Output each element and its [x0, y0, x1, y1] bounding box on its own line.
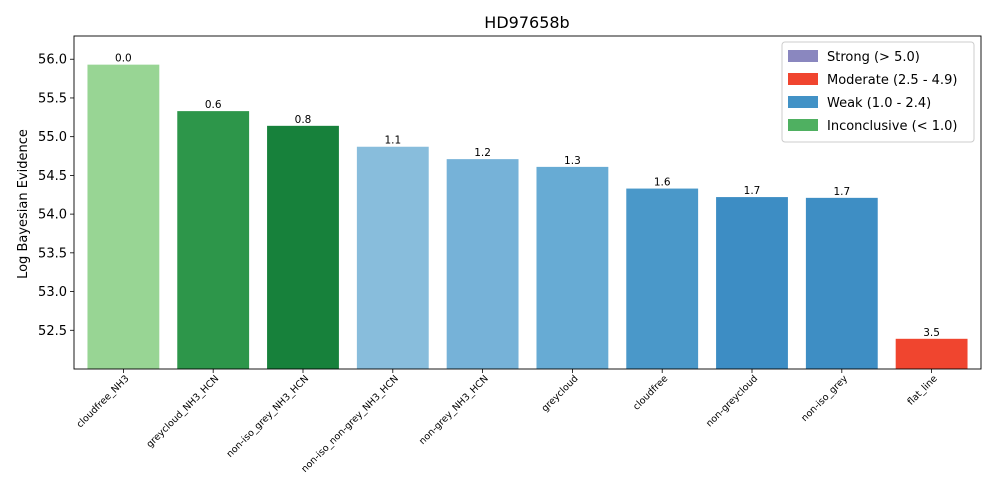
y-tick-label: 56.0 — [38, 53, 67, 68]
x-tick-label: non-iso_grey — [799, 373, 850, 424]
bar-cloudfree_NH3 — [87, 64, 160, 370]
bar-non-iso_non-grey_NH3_HCN — [356, 146, 429, 369]
x-tick-label: non-grey_NH3_HCN — [417, 373, 491, 447]
y-tick-label: 53.0 — [38, 285, 67, 300]
bar-value-label: 1.7 — [744, 185, 761, 197]
bar-value-label: 0.6 — [205, 99, 222, 111]
legend-label: Weak (1.0 - 2.4) — [827, 96, 931, 111]
bar-non-greycloud — [716, 197, 788, 369]
legend-label: Inconclusive (< 1.0) — [827, 119, 957, 134]
legend-box — [781, 41, 975, 143]
x-tick-label: cloudfree_NH3 — [75, 373, 132, 430]
bar-non-grey_NH3_HCN — [446, 159, 519, 369]
y-tick-label: 54.0 — [38, 208, 67, 223]
x-tick-label: flat_line — [905, 373, 939, 407]
legend-label: Strong (> 5.0) — [827, 50, 920, 65]
legend-swatch — [788, 96, 818, 108]
bar-value-label: 1.7 — [833, 186, 850, 198]
x-tick-label: non-greycloud — [704, 373, 760, 429]
x-tick-label: non-iso_grey_NH3_HCN — [225, 373, 311, 459]
x-tick-label: greycloud_NH3_HCN — [145, 373, 222, 450]
legend-swatch — [788, 73, 818, 85]
bar-greycloud — [536, 166, 609, 369]
axes-frame — [73, 35, 982, 370]
bar-non-iso_grey_NH3_HCN — [267, 125, 339, 369]
bar-value-label: 0.8 — [295, 114, 312, 126]
bar-greycloud_NH3_HCN — [177, 111, 250, 370]
y-axis-label: Log Bayesian Evidence — [16, 129, 31, 279]
x-tick-label: cloudfree — [631, 373, 670, 412]
y-tick-label: 55.5 — [38, 91, 67, 106]
chart-title: HD97658b — [484, 13, 569, 32]
bar-value-label: 1.6 — [654, 177, 671, 189]
bar-value-label: 1.2 — [474, 147, 491, 159]
legend-label: Moderate (2.5 - 4.9) — [827, 73, 957, 88]
x-tick-label: greycloud — [540, 373, 581, 414]
bar-value-label: 0.0 — [115, 53, 132, 65]
bar-value-label: 1.1 — [384, 135, 401, 147]
y-tick-label: 52.5 — [38, 324, 67, 339]
y-tick-label: 55.0 — [38, 130, 67, 145]
y-tick-label: 54.5 — [38, 169, 67, 184]
legend-swatch — [788, 119, 818, 131]
bar-flat_line — [895, 338, 968, 369]
legend: Strong (> 5.0) Moderate (2.5 - 4.9) Weak (… — [781, 41, 975, 143]
bar-non-iso_grey — [805, 197, 878, 369]
bar-value-label: 1.3 — [564, 155, 581, 167]
bar-cloudfree — [626, 188, 699, 369]
y-tick-label: 53.5 — [38, 246, 67, 261]
x-tick-label: non-iso_non-grey_NH3_HCN — [299, 373, 401, 475]
bar-value-label: 3.5 — [923, 327, 940, 339]
legend-swatch — [788, 50, 818, 62]
